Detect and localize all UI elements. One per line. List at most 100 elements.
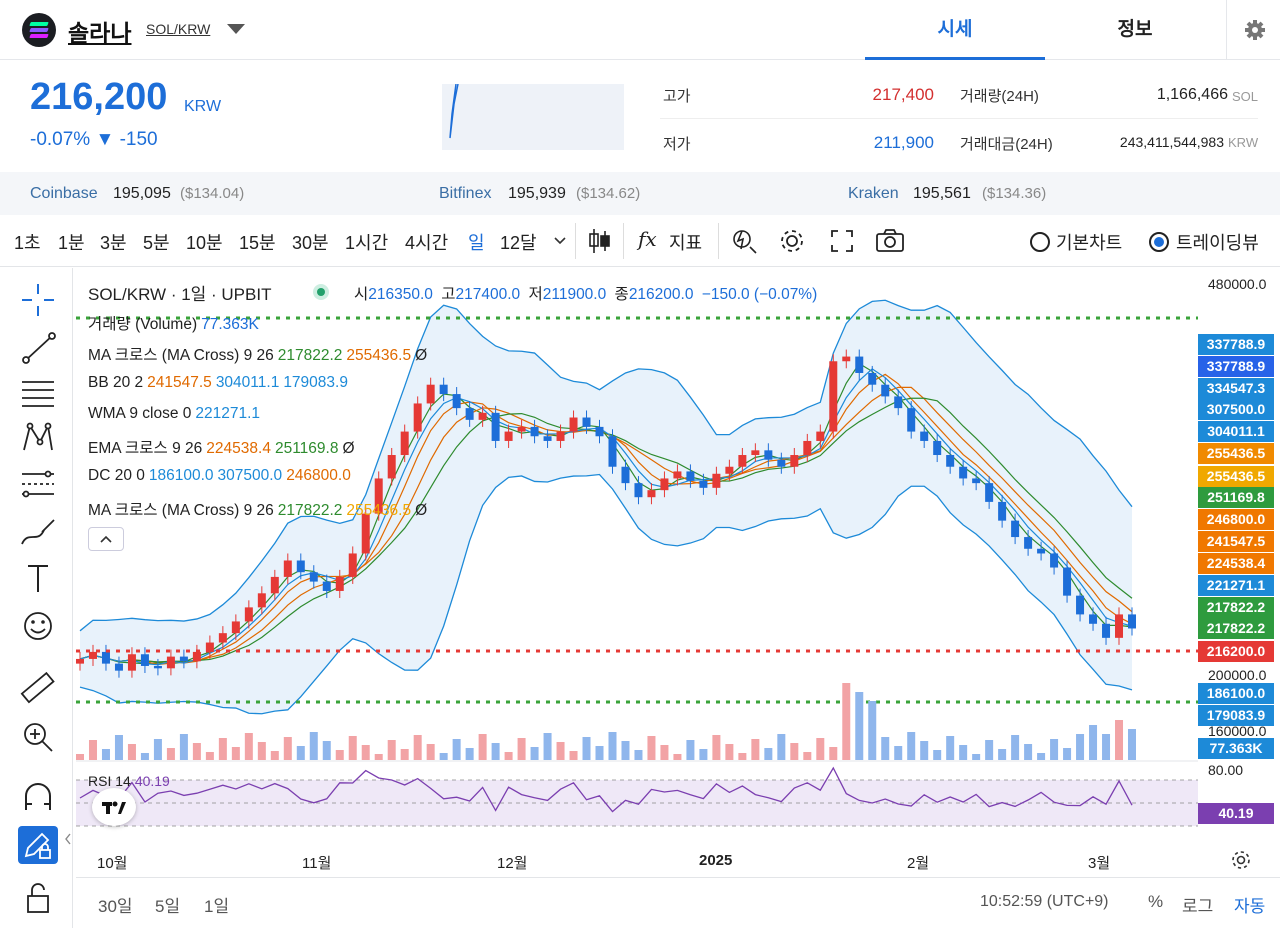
candle-body <box>803 440 812 456</box>
candles-icon[interactable] <box>588 227 612 255</box>
candle-body <box>179 656 188 662</box>
brush-icon[interactable] <box>18 514 58 550</box>
text-icon[interactable] <box>18 560 58 596</box>
tradingview-label[interactable]: 트레이딩뷰 <box>1176 233 1259 253</box>
volume-bar <box>790 743 799 760</box>
collapse-legend-button[interactable] <box>88 527 124 551</box>
price-label: 77.363K <box>1198 738 1274 759</box>
timeframe-1s[interactable]: 1초 <box>14 233 41 253</box>
volume-bar <box>855 692 864 760</box>
emoji-icon[interactable] <box>18 608 58 644</box>
timeframe-12mo[interactable]: 12달 <box>500 233 537 253</box>
candle-body <box>465 408 474 420</box>
timeframe-3m[interactable]: 3분 <box>100 233 127 253</box>
axis-tick: 200000.0 <box>1208 667 1267 683</box>
timeframe-5m[interactable]: 5분 <box>143 233 170 253</box>
fib-lines-icon[interactable] <box>18 376 58 412</box>
price-label: 337788.9 <box>1198 334 1274 355</box>
gear-icon[interactable] <box>778 227 806 255</box>
exchange-name[interactable]: Kraken <box>848 185 899 202</box>
timeframe-30m[interactable]: 30분 <box>292 233 329 253</box>
volume-bar <box>712 735 721 760</box>
timeframe-4h[interactable]: 4시간 <box>405 233 449 253</box>
amount-label: 거래대금(24H) <box>960 136 1053 153</box>
range-30d[interactable]: 30일 <box>98 897 133 916</box>
log-toggle[interactable]: 로그 <box>1182 897 1214 916</box>
legend-row[interactable]: DC 20 0 186100.0 307500.0 246800.0 <box>88 467 355 485</box>
crosshair-icon[interactable] <box>18 282 58 318</box>
zoom-in-icon[interactable] <box>18 718 58 754</box>
volume-bar <box>868 701 877 760</box>
range-1d[interactable]: 1일 <box>204 897 230 916</box>
axis-tick: 160000.0 <box>1208 723 1267 739</box>
volume-bar <box>387 740 396 760</box>
chevron-down-icon[interactable] <box>227 24 245 34</box>
camera-icon[interactable] <box>875 228 905 254</box>
magnet-icon[interactable] <box>18 780 58 816</box>
indicators-button[interactable]: 지표 <box>669 233 703 253</box>
legend-row[interactable]: EMA 크로스 9 26 224538.4 251169.8 Ø <box>88 436 359 458</box>
legend-row[interactable]: 거래량 (Volume) 77.363K <box>88 312 263 334</box>
auto-toggle[interactable]: 자동 <box>1234 897 1266 916</box>
lock-drawing-button[interactable] <box>18 826 58 864</box>
tradingview-logo-icon[interactable] <box>92 788 136 826</box>
volume-bar <box>309 732 318 760</box>
pair-link[interactable]: SOL/KRW <box>146 21 211 37</box>
legend-row[interactable]: MA 크로스 (MA Cross) 9 26 217822.2 255436.5 Ø <box>88 498 431 520</box>
trend-line-icon[interactable] <box>18 330 58 366</box>
volume-bar <box>348 736 357 760</box>
lock-icon[interactable] <box>18 880 58 916</box>
gear-icon[interactable] <box>1230 849 1252 871</box>
basic-chart-radio[interactable] <box>1030 232 1050 252</box>
percent-toggle[interactable]: % <box>1148 892 1164 911</box>
bb-lower-line <box>79 473 1133 715</box>
range-5d[interactable]: 5일 <box>155 897 181 916</box>
exchange-name[interactable]: Coinbase <box>30 185 98 202</box>
timeframe-1h[interactable]: 1시간 <box>345 233 389 253</box>
candle-body <box>1089 614 1098 624</box>
legend-value: 241547.5 <box>147 374 212 391</box>
price-chart[interactable] <box>76 268 1198 848</box>
x-label: 2월 <box>907 855 930 872</box>
volume-bar <box>1050 739 1059 760</box>
coin-name[interactable]: 솔라나 <box>68 20 132 46</box>
settings-gear-icon[interactable] <box>1226 0 1280 60</box>
fullscreen-icon[interactable] <box>830 229 854 253</box>
timeframe-10m[interactable]: 10분 <box>186 233 223 253</box>
volume-bar <box>101 749 110 760</box>
amount-unit: KRW <box>1228 135 1259 150</box>
pattern-icon[interactable] <box>18 420 58 456</box>
candle-body <box>400 431 409 456</box>
legend-name: BB 20 2 <box>88 374 144 391</box>
tab-info[interactable]: 정보 <box>1117 19 1153 40</box>
collapse-icon[interactable] <box>63 831 73 847</box>
indicator-icon[interactable]: 𝑓x <box>638 227 657 251</box>
forecast-icon[interactable] <box>18 466 58 502</box>
timeframe-1m[interactable]: 1분 <box>58 233 85 253</box>
current-price: 216,200 <box>30 76 168 118</box>
candle-body <box>530 426 539 437</box>
legend-row[interactable]: BB 20 2 241547.5 304011.1 179083.9 <box>88 374 352 392</box>
legend-row[interactable]: WMA 9 close 0 221271.1 <box>88 405 264 423</box>
ruler-icon[interactable] <box>18 670 58 706</box>
timeframe-15m[interactable]: 15분 <box>239 233 276 253</box>
candle-body <box>88 651 97 659</box>
legend-row[interactable]: MA 크로스 (MA Cross) 9 26 217822.2 255436.5 Ø <box>88 343 431 365</box>
alert-icon[interactable] <box>730 227 758 255</box>
exchange-name[interactable]: Bitfinex <box>439 185 492 202</box>
basic-chart-label[interactable]: 기본차트 <box>1056 233 1123 253</box>
chevron-down-icon[interactable] <box>552 235 568 247</box>
price-label: 255436.5 <box>1198 466 1274 487</box>
timeframe-1d[interactable]: 일 <box>468 233 485 253</box>
candle-body <box>101 651 110 664</box>
tab-quote[interactable]: 시세 <box>865 0 1045 60</box>
candle-body <box>621 466 630 484</box>
volume-bar <box>179 734 188 760</box>
tradingview-radio[interactable] <box>1149 232 1169 252</box>
candle-body <box>491 412 500 441</box>
volume-label: 거래량(24H) <box>960 88 1039 105</box>
volume-bar <box>660 745 669 760</box>
clock[interactable]: 10:52:59 (UTC+9) <box>980 893 1109 910</box>
volume-bar <box>400 749 409 760</box>
candle-body <box>231 621 240 634</box>
